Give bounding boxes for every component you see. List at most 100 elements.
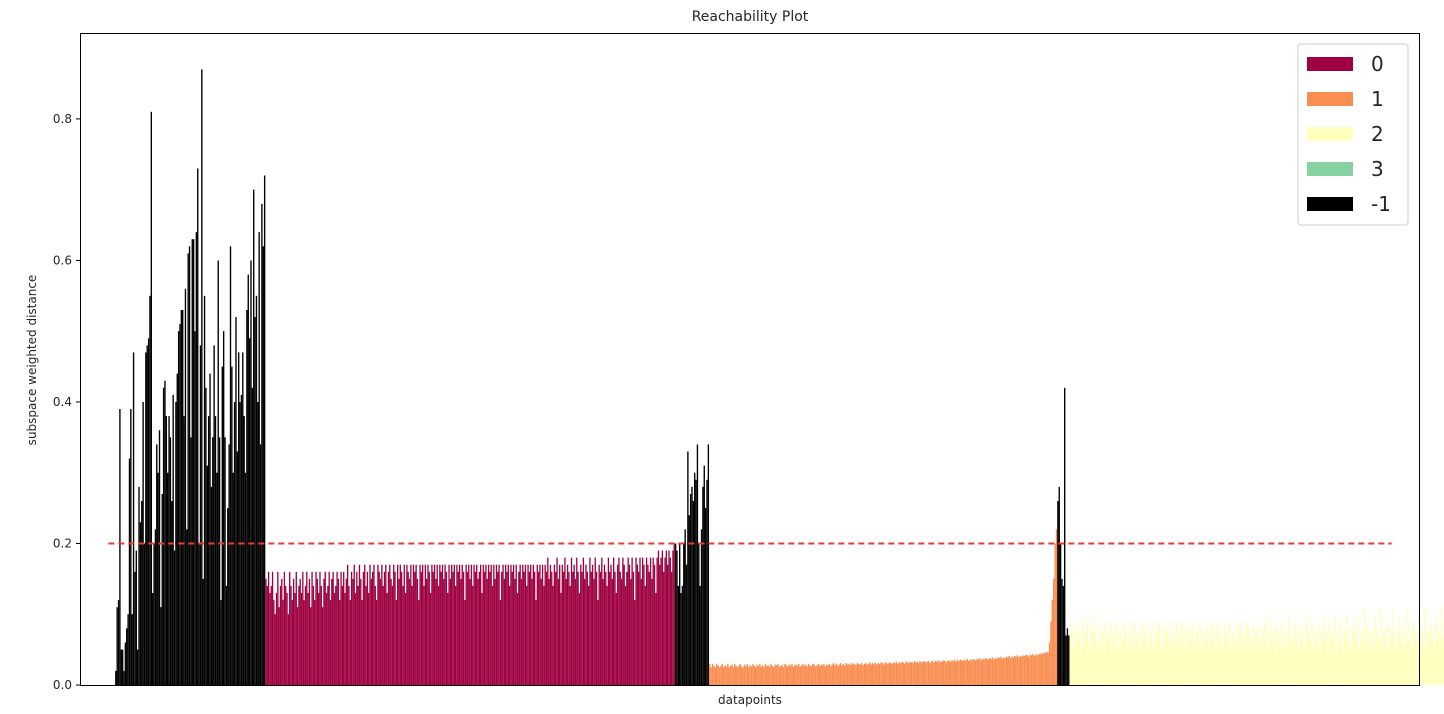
bar: [614, 571, 616, 685]
bar: [120, 649, 122, 685]
bar: [687, 451, 689, 685]
bar: [1434, 649, 1436, 685]
bar: [656, 557, 658, 685]
bar: [966, 658, 969, 685]
bar: [1169, 621, 1171, 685]
bar: [1227, 642, 1229, 685]
bar: [711, 663, 714, 685]
bar: [897, 663, 899, 685]
legend-label: 0: [1371, 52, 1384, 76]
bar: [1104, 621, 1106, 685]
bar: [859, 664, 861, 685]
bar: [1220, 628, 1223, 685]
bar: [186, 529, 188, 685]
bar: [891, 663, 893, 685]
legend-label: 2: [1371, 122, 1384, 146]
bar: [787, 666, 789, 685]
bar: [873, 663, 875, 685]
bar: [523, 571, 525, 685]
bar: [1226, 628, 1228, 685]
bar: [548, 578, 550, 685]
bar: [1219, 642, 1221, 685]
bar: [648, 571, 650, 685]
bar: [1191, 628, 1193, 685]
bar: [138, 486, 140, 685]
bar: [1357, 614, 1359, 685]
bar: [949, 661, 952, 685]
bar: [943, 660, 945, 685]
bar: [768, 666, 771, 685]
bar: [1422, 628, 1424, 685]
bar: [560, 593, 562, 685]
bar: [1093, 635, 1096, 685]
bar: [645, 557, 648, 685]
bar: [584, 578, 586, 685]
bar: [361, 600, 363, 685]
bar: [1034, 654, 1037, 685]
bar: [1281, 621, 1283, 685]
bar: [795, 664, 797, 685]
legend-label: 1: [1371, 87, 1384, 111]
bar: [810, 665, 813, 685]
bar: [1158, 621, 1160, 685]
bar: [1161, 628, 1163, 685]
bar: [505, 564, 507, 685]
bar: [659, 564, 661, 685]
bar: [1108, 628, 1111, 685]
bar: [643, 564, 645, 685]
bar: [1423, 642, 1425, 685]
bar: [1072, 642, 1074, 685]
bar: [1414, 635, 1416, 685]
bar: [663, 571, 665, 685]
bar: [894, 663, 896, 685]
bar: [1197, 642, 1200, 685]
bar: [389, 564, 391, 685]
bar: [636, 564, 639, 685]
bar: [1192, 621, 1194, 685]
bar: [929, 663, 931, 685]
bar: [1322, 635, 1324, 685]
bar: [227, 508, 229, 685]
bar: [267, 571, 270, 685]
bar: [909, 661, 911, 685]
bar: [677, 585, 680, 685]
y-tick-label: 0.2: [53, 536, 72, 550]
bar: [616, 564, 619, 685]
bars-layer: [115, 69, 1444, 686]
bar: [1146, 621, 1148, 685]
bar: [1385, 642, 1387, 685]
bar: [969, 659, 971, 685]
bar: [472, 585, 474, 685]
bar: [877, 663, 879, 685]
bar: [1436, 635, 1439, 685]
bar: [1139, 649, 1142, 685]
bar: [618, 557, 620, 685]
bar: [722, 667, 725, 685]
bar: [828, 663, 831, 685]
bar: [247, 274, 249, 685]
bar: [353, 564, 355, 685]
bar: [464, 600, 466, 685]
bar: [760, 666, 762, 685]
bar: [291, 600, 293, 685]
bar: [160, 607, 162, 685]
y-tick-label: 0.6: [53, 253, 72, 267]
bar: [203, 295, 206, 685]
bar: [576, 557, 578, 685]
bar: [895, 661, 898, 685]
bar: [1173, 628, 1175, 685]
bar: [736, 667, 739, 685]
bar: [724, 665, 726, 685]
bar: [564, 557, 566, 685]
bar: [703, 465, 705, 685]
bar: [620, 578, 623, 685]
bar: [585, 564, 587, 685]
bar: [830, 665, 832, 685]
bar: [710, 667, 712, 685]
bar: [573, 564, 575, 685]
bar: [1065, 635, 1067, 685]
bar: [1082, 642, 1085, 685]
bar: [400, 571, 403, 685]
bar: [1395, 628, 1397, 685]
bar: [947, 660, 949, 685]
